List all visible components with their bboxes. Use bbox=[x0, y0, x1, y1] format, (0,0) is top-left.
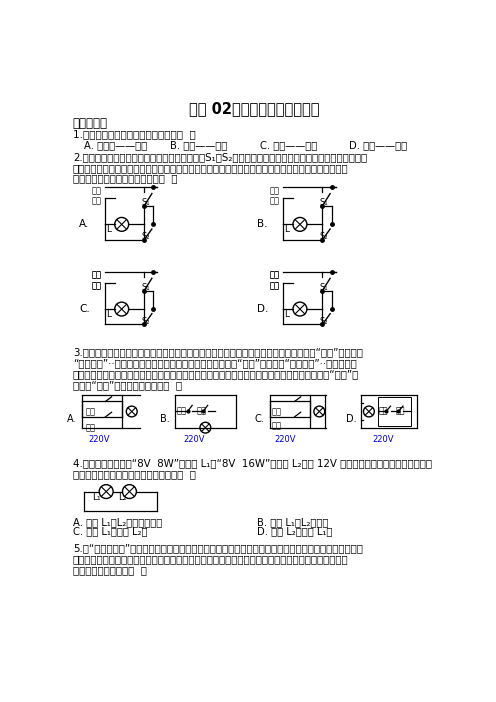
Text: B. 灯泡 L₁、L₂一样亮: B. 灯泡 L₁、L₂一样亮 bbox=[257, 517, 329, 527]
Text: L: L bbox=[284, 225, 290, 234]
Text: 1.下列各物理量对应的单位正确的是（  ）: 1.下列各物理量对应的单位正确的是（ ） bbox=[73, 129, 195, 139]
Text: 零线: 零线 bbox=[91, 282, 102, 291]
Text: L: L bbox=[106, 225, 111, 234]
Text: C. 电流——伏特: C. 电流——伏特 bbox=[259, 140, 317, 150]
Text: 零线: 零线 bbox=[91, 197, 102, 206]
Text: S₁: S₁ bbox=[141, 198, 150, 207]
Text: 声控: 声控 bbox=[395, 406, 405, 415]
Text: 一、单选题: 一、单选题 bbox=[73, 117, 108, 130]
Text: S₂: S₂ bbox=[141, 317, 150, 326]
Text: 2.小明设计了一种照明电路图，其设计要求是：S₁、S₂分别为楼上和楼下的开关（都是单刀双援开关），: 2.小明设计了一种照明电路图，其设计要求是：S₁、S₂分别为楼上和楼下的开关（都… bbox=[73, 152, 367, 162]
Text: 声控: 声控 bbox=[85, 423, 95, 432]
Text: 3.居民楼的楼道里，夜间只是偶尔有人经过，电灯总是亮着造成很大浪费。科研人员利用“光敏”材料制在: 3.居民楼的楼道里，夜间只是偶尔有人经过，电灯总是亮着造成很大浪费。科研人员利用… bbox=[73, 347, 363, 357]
Text: S₂: S₂ bbox=[319, 317, 328, 326]
Text: 光控: 光控 bbox=[85, 408, 95, 417]
Text: 发出声音时，自动闭合，无人走动时自动断开。若将这两种开关配合使用，就可以使楼道灯变得“聪明”，: 发出声音时，自动闭合，无人走动时自动断开。若将这两种开关配合使用，就可以使楼道灯… bbox=[73, 369, 359, 379]
Text: 火线: 火线 bbox=[270, 270, 280, 279]
Text: 专题 02：串并联电路设计识别: 专题 02：串并联电路设计识别 bbox=[189, 101, 319, 116]
Text: L₁: L₁ bbox=[92, 493, 101, 502]
Text: 光控: 光控 bbox=[271, 407, 281, 416]
Text: 220V: 220V bbox=[183, 435, 204, 444]
Text: 声控: 声控 bbox=[271, 421, 281, 430]
Text: S₁: S₁ bbox=[141, 283, 150, 292]
Text: L₂: L₂ bbox=[118, 493, 126, 502]
Text: 光控: 光控 bbox=[177, 406, 186, 415]
Text: L: L bbox=[106, 310, 111, 319]
Text: D. 电荷——库仓: D. 电荷——库仓 bbox=[349, 140, 407, 150]
Text: 零线: 零线 bbox=[270, 197, 280, 206]
Text: 表示数增大的电路是（  ）: 表示数增大的电路是（ ） bbox=[73, 564, 147, 575]
Text: 光控: 光控 bbox=[379, 406, 388, 415]
Text: 学想在测试仪中引入滑动变阔器，设计了如图所示的两种电路，其中滑动变阔器的滑片向右滑动时，电: 学想在测试仪中引入滑动变阔器，设计了如图所示的两种电路，其中滑动变阔器的滑片向右… bbox=[73, 554, 349, 564]
Text: 声控: 声控 bbox=[197, 406, 207, 415]
Text: 对灯丝电阔的影响，下列说法正确的是（  ）: 对灯丝电阔的影响，下列说法正确的是（ ） bbox=[73, 469, 196, 479]
Text: 火线: 火线 bbox=[91, 186, 102, 195]
Text: “光控开关”··天黑时，自动闭合，天亮时，自动断开；利用“声敏”材料造成“声控开关”··当有人走动: “光控开关”··天黑时，自动闭合，天亮时，自动断开；利用“声敏”材料造成“声控开… bbox=[73, 358, 357, 369]
Text: 零线: 零线 bbox=[270, 282, 280, 291]
Text: A. 灯泡 L₁、L₂都能正常发光: A. 灯泡 L₁、L₂都能正常发光 bbox=[73, 517, 162, 527]
Text: S₂: S₂ bbox=[141, 232, 150, 241]
Text: B.: B. bbox=[257, 219, 268, 229]
Text: 则这种“聪明”的电路是下图中的（  ）: 则这种“聪明”的电路是下图中的（ ） bbox=[73, 380, 182, 390]
Text: C.: C. bbox=[79, 304, 90, 314]
Text: 火线: 火线 bbox=[270, 270, 280, 279]
Text: B.: B. bbox=[160, 413, 170, 424]
Text: D. 灯泡 L₂比灯泡 L₁亮: D. 灯泡 L₂比灯泡 L₁亮 bbox=[257, 526, 333, 536]
Text: 220V: 220V bbox=[373, 435, 394, 444]
Text: A. 电功率——焦耳: A. 电功率——焦耳 bbox=[84, 140, 147, 150]
Text: 要求拨动其中任一开关，都能改变电灯原来的发光或息灯状态。所示的四幅电路图中，既符合上述设计: 要求拨动其中任一开关，都能改变电灯原来的发光或息灯状态。所示的四幅电路图中，既符… bbox=[73, 163, 349, 173]
Text: 火线: 火线 bbox=[270, 186, 280, 195]
Text: C.: C. bbox=[254, 413, 264, 424]
Text: 要求，又符合安全用电要求的是（  ）: 要求，又符合安全用电要求的是（ ） bbox=[73, 173, 178, 183]
Text: L: L bbox=[284, 310, 290, 319]
Text: D.: D. bbox=[257, 304, 269, 314]
Text: A.: A. bbox=[66, 413, 76, 424]
Text: 火线: 火线 bbox=[91, 270, 102, 279]
Text: S₁: S₁ bbox=[319, 198, 328, 207]
Text: S₂: S₂ bbox=[319, 232, 328, 241]
Text: 220V: 220V bbox=[274, 435, 296, 444]
Text: 5.在“单位体前屈”测试中，测试者向前推动滑块，滑块被推动的距离越大，测试仪的示数就越大。小科同: 5.在“单位体前屈”测试中，测试者向前推动滑块，滑块被推动的距离越大，测试仪的示… bbox=[73, 543, 363, 553]
Text: 零线: 零线 bbox=[270, 282, 280, 291]
Text: S₁: S₁ bbox=[319, 283, 328, 292]
Text: 零线: 零线 bbox=[91, 282, 102, 291]
Text: C. 灯泡 L₁比灯泡 L₂亮: C. 灯泡 L₁比灯泡 L₂亮 bbox=[73, 526, 147, 536]
Bar bbox=[378, 397, 411, 426]
Text: 火线: 火线 bbox=[91, 270, 102, 279]
Text: 4.如图所示，将标有“8V  8W”的灯泡 L₁和“8V  16W”的灯泡 L₂接在 12V 的电路中，闭合开关，不考虑温度: 4.如图所示，将标有“8V 8W”的灯泡 L₁和“8V 16W”的灯泡 L₂接在… bbox=[73, 458, 432, 468]
Text: D.: D. bbox=[346, 413, 356, 424]
Text: A.: A. bbox=[79, 219, 89, 229]
Text: 220V: 220V bbox=[88, 435, 110, 444]
Text: B. 电能——瓦特: B. 电能——瓦特 bbox=[171, 140, 228, 150]
